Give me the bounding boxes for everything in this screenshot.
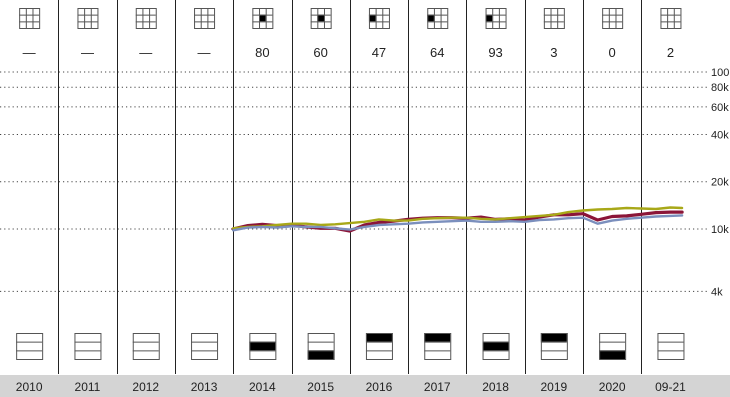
style-box-bottom: [74, 333, 102, 360]
quartile-rank-value: —: [81, 45, 94, 60]
style-box-filled-cell: [259, 14, 266, 22]
style-box-filled-cell: [368, 14, 376, 22]
quartile-rank-value: —: [23, 45, 36, 60]
y-tick-label: 80k: [711, 82, 729, 94]
quartile-rank-value: 93: [488, 45, 502, 60]
quartile-rank-value: 47: [372, 45, 386, 60]
style-box-bottom: [599, 333, 627, 360]
style-box-bottom: [191, 333, 219, 360]
year-label: 2012: [132, 380, 159, 394]
quartile-rank-value: 64: [430, 45, 444, 60]
style-box-row-bottom: [16, 333, 685, 360]
quartile-rank-value: 80: [255, 45, 269, 60]
quartile-rank-row: — — — — 80 60 47 64 93 3 0 2: [23, 45, 674, 60]
y-tick-label: 100k: [711, 67, 730, 79]
y-gridlines: [0, 71, 708, 292]
style-box-top: [660, 8, 682, 29]
year-label: 2017: [424, 380, 451, 394]
series-line: [231, 214, 684, 232]
style-box-row-top: [19, 8, 682, 29]
style-box-filled-row: [540, 333, 567, 342]
year-label: 2016: [366, 380, 393, 394]
year-label: 2015: [307, 380, 334, 394]
style-box-filled-row: [482, 341, 509, 351]
y-tick-label: 4k: [711, 286, 723, 298]
year-label: 2014: [249, 380, 276, 394]
year-bar-background: [0, 375, 730, 397]
style-box-filled-row: [249, 341, 276, 351]
y-tick-label: 60k: [711, 102, 729, 114]
style-box-top: [310, 8, 332, 29]
style-box-top: [368, 8, 390, 29]
style-box-filled-row: [424, 333, 451, 342]
style-box-top: [427, 8, 449, 29]
style-box-filled-row: [599, 350, 626, 359]
style-box-filled-cell: [427, 14, 434, 22]
style-box-top: [485, 8, 507, 29]
style-box-top: [194, 8, 216, 29]
y-tick-label: 10k: [711, 224, 729, 236]
style-box-bottom: [365, 333, 393, 360]
year-label: 2018: [482, 380, 509, 394]
y-tick-label: 20k: [711, 177, 729, 189]
style-box-top: [252, 8, 274, 29]
style-box-top: [135, 8, 157, 29]
quartile-rank-value: —: [198, 45, 211, 60]
style-box-bottom: [249, 333, 277, 360]
style-box-top: [77, 8, 99, 29]
style-box-top: [543, 8, 565, 29]
quartile-rank-value: 0: [609, 45, 616, 60]
style-box-top: [19, 8, 41, 29]
style-box-filled-cell: [317, 14, 324, 22]
year-label: 2010: [16, 380, 43, 394]
series-lines: [231, 206, 684, 233]
y-tick-label: 40k: [711, 129, 729, 141]
quartile-rank-value: 3: [550, 45, 557, 60]
style-box-bottom: [540, 333, 568, 360]
style-box-bottom: [424, 333, 452, 360]
style-box-top: [602, 8, 624, 29]
style-box-bottom: [657, 333, 685, 360]
year-axis-bar: 2010 2011 2012 2013 2014 2015 2016 2017 2018 2019…: [0, 375, 730, 397]
year-separators: [58, 0, 642, 374]
quartile-rank-value: 60: [313, 45, 327, 60]
style-box-filled-row: [365, 333, 392, 342]
y-tick-labels: 100k 80k 60k 40k 20k 10k 4k: [711, 67, 730, 298]
style-box-bottom: [482, 333, 510, 360]
style-box-bottom: [307, 333, 335, 360]
quartile-rank-value: —: [139, 45, 152, 60]
style-box-bottom: [16, 333, 44, 360]
year-label: 09-21: [655, 380, 686, 394]
year-label: 2019: [540, 380, 567, 394]
style-box-filled-cell: [485, 14, 493, 22]
series-line: [231, 206, 684, 230]
style-box-filled-row: [307, 350, 334, 359]
year-label: 2013: [191, 380, 218, 394]
year-label: 2011: [75, 380, 101, 394]
style-box-bottom: [132, 333, 160, 360]
quartile-rank-value: 2: [667, 45, 674, 60]
year-label: 2020: [599, 380, 626, 394]
